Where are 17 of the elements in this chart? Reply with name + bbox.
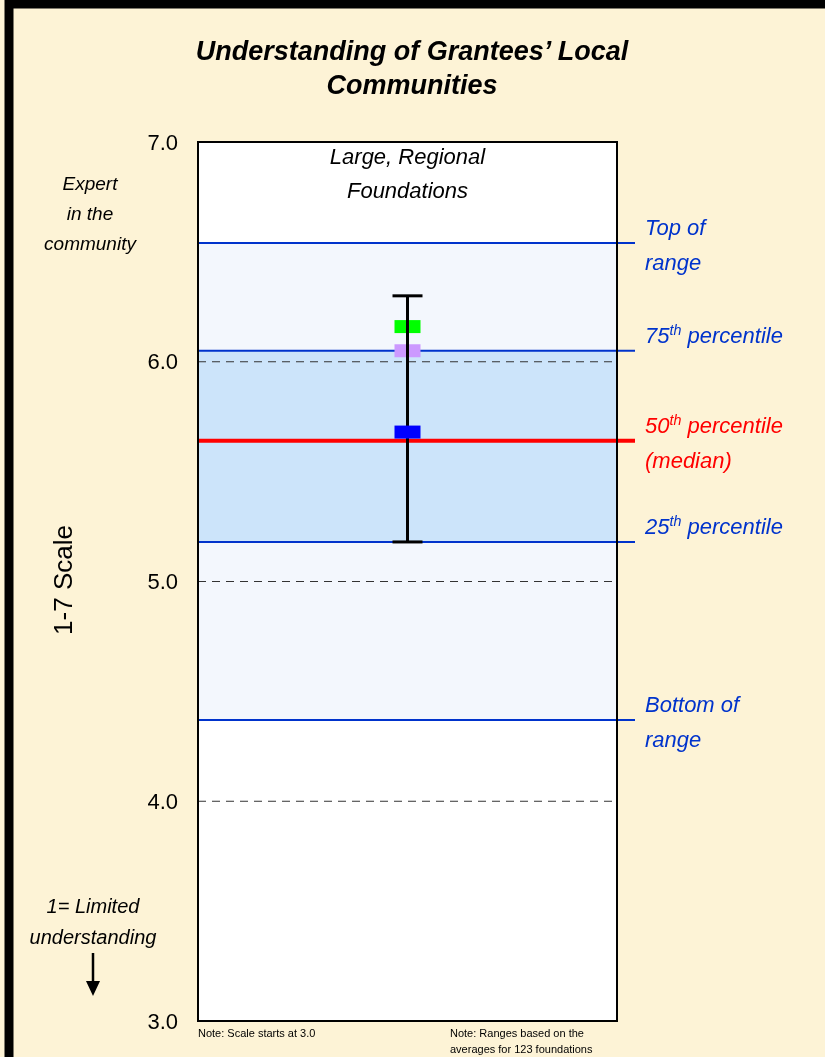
- ref-line-label: 25$^{th}$ percentile: [644, 512, 783, 539]
- ref-line-label: Top of range: [645, 215, 709, 276]
- x-tick-label: Large, Regional Foundations: [329, 144, 487, 203]
- chart-title: Understanding of Grantees’ Local Communities: [195, 36, 629, 100]
- ref-line-label: 75$^{th}$ percentile: [645, 321, 783, 348]
- y-tick-label: 5.0: [147, 569, 178, 595]
- y-tick-label: 3.0: [147, 1008, 178, 1034]
- ref-line-label: Bottom of range: [645, 691, 743, 752]
- y-axis-title: 1-7 Scale: [48, 525, 78, 635]
- y-tick-label: 7.0: [147, 129, 178, 155]
- ref-line-label: 50$^{th}$ percentile (median): [645, 411, 783, 473]
- y-tick-label: 4.0: [147, 788, 178, 814]
- text: Expert in the community: [44, 173, 138, 254]
- text: Note: Scale starts at 3.0: [198, 1027, 316, 1039]
- text: 1= Limited understanding: [29, 895, 157, 948]
- text: Note: Ranges based on the averages for 123 foundations: [450, 1027, 593, 1055]
- y-tick-label: 6.0: [147, 349, 178, 375]
